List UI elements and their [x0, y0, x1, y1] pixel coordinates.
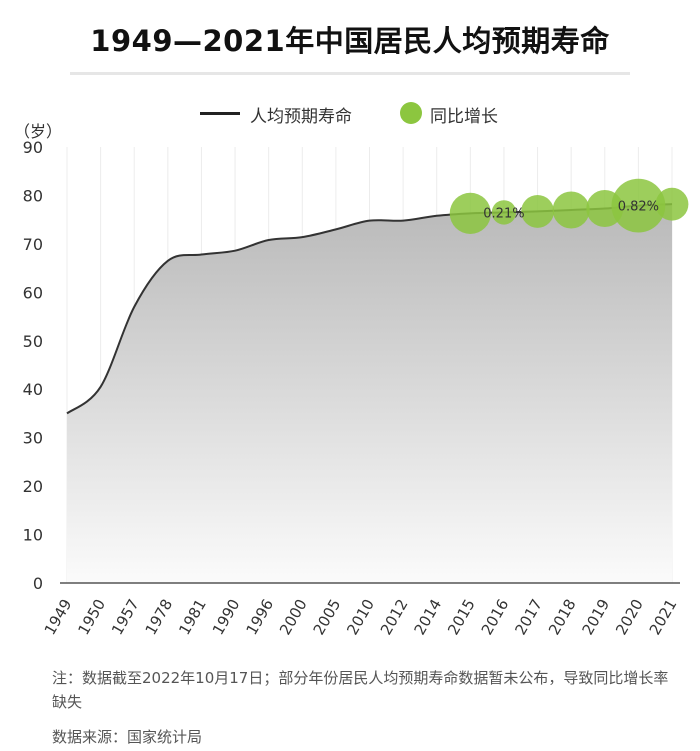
y-tick-label: 10	[23, 526, 43, 545]
chart-title: 1949—2021年中国居民人均预期寿命	[90, 24, 610, 58]
y-tick-label: 70	[23, 235, 43, 254]
x-tick-label: 1949	[41, 596, 76, 638]
life-expectancy-chart: 0 10 20 30 40 50 60 70 80 90 0.21% 0.82% 19491950195…	[23, 138, 689, 638]
x-tick-label: 2005	[310, 596, 345, 638]
growth-bubble	[521, 195, 554, 228]
x-tick-label: 2010	[343, 596, 378, 638]
y-tick-label: 80	[23, 186, 43, 205]
x-tick-label: 2017	[511, 596, 546, 638]
title-divider	[70, 72, 630, 75]
legend-dot-swatch	[400, 102, 422, 124]
y-tick-label: 30	[23, 429, 43, 448]
x-tick-label: 1957	[108, 596, 143, 638]
x-tick-label: 2016	[478, 596, 513, 638]
legend-line-label: 人均预期寿命	[250, 107, 352, 127]
legend: 人均预期寿命 同比增长	[0, 98, 700, 128]
x-tick-label: 2014	[411, 596, 446, 638]
x-tick-label: 2000	[276, 596, 311, 638]
area-fill	[67, 204, 672, 584]
x-tick-label: 2021	[646, 596, 681, 638]
x-tick-label: 2012	[377, 596, 412, 638]
legend-dot-label: 同比增长	[430, 107, 498, 127]
growth-bubble	[655, 187, 689, 221]
growth-bubble-label: 0.21%	[483, 206, 524, 221]
growth-bubble	[611, 178, 666, 233]
y-tick-label: 90	[23, 138, 43, 157]
x-tick-label: 1996	[242, 596, 277, 638]
x-tick-label: 1990	[209, 596, 244, 638]
y-axis-unit-label: （岁）	[14, 122, 63, 141]
growth-bubble	[491, 200, 517, 225]
y-tick-label: 40	[23, 380, 43, 399]
x-tick-label: 2020	[612, 596, 647, 638]
legend-line-swatch	[200, 112, 240, 115]
x-tick-label: 2015	[444, 596, 479, 638]
x-tick-label: 2019	[579, 596, 614, 638]
y-tick-label: 0	[33, 574, 43, 593]
x-tick-label: 1950	[74, 596, 109, 638]
y-tick-label: 20	[23, 477, 43, 496]
y-tick-label: 60	[23, 283, 43, 302]
x-tick-label: 1978	[142, 596, 177, 638]
y-tick-label: 50	[23, 332, 43, 351]
footnote: 注：数据截至2022年10月17日；部分年份居民人均预期寿命数据暂未公布，导致同…	[52, 669, 669, 711]
x-tick-label: 2018	[545, 596, 580, 638]
growth-bubble	[552, 191, 590, 229]
growth-bubble	[449, 192, 491, 234]
x-tick-label: 1981	[175, 596, 210, 638]
data-source: 数据来源：国家统计局	[52, 728, 203, 746]
growth-bubble-label: 0.82%	[618, 200, 659, 215]
